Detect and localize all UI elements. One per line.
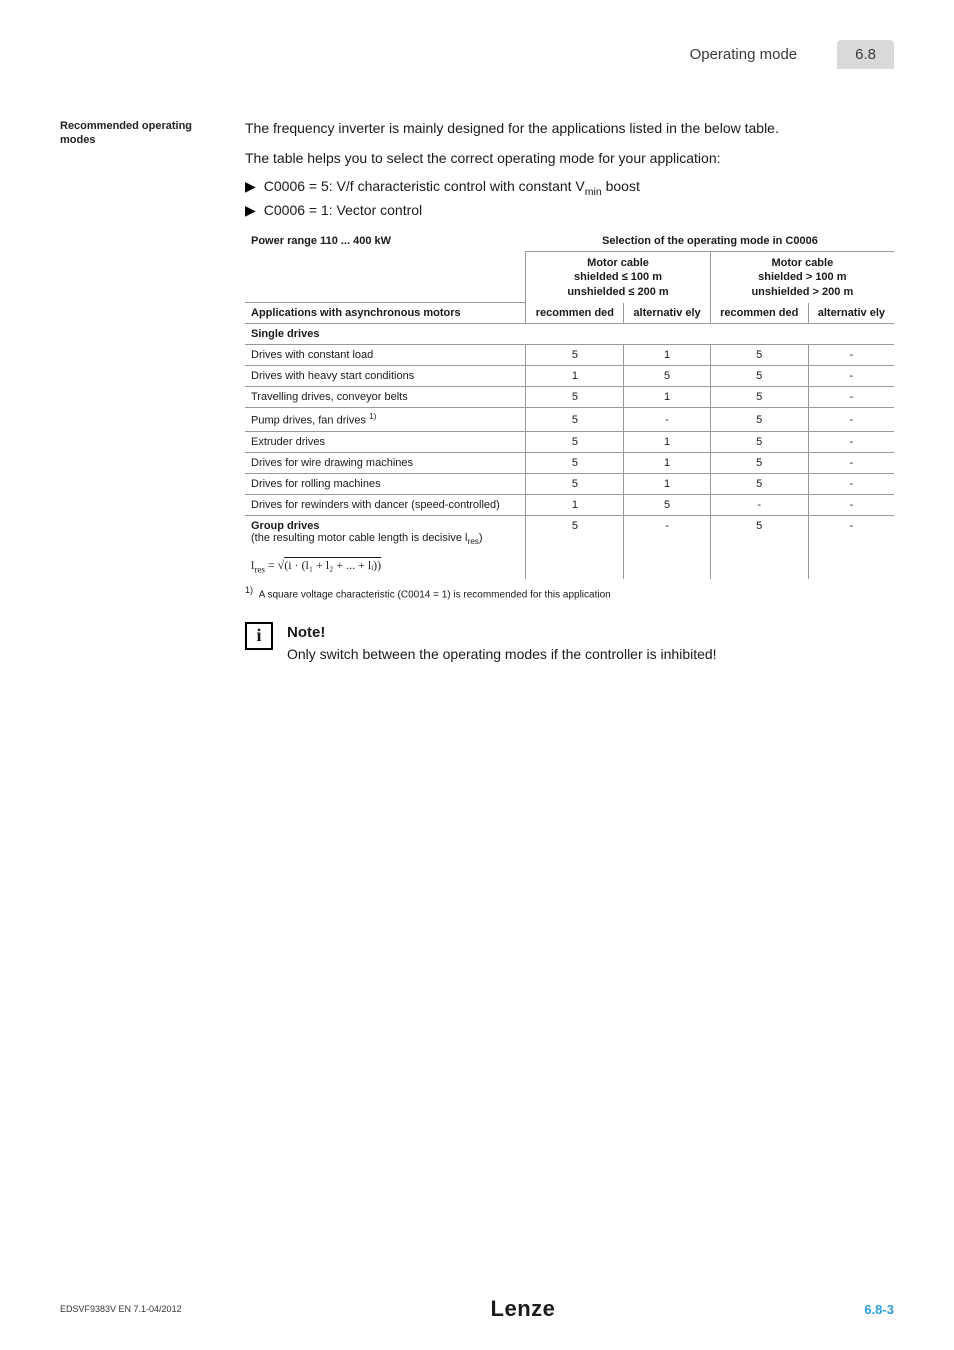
page-number: 6.8-3 <box>864 1302 894 1317</box>
power-range-label: Power range 110 ... 400 kW <box>251 235 391 247</box>
selection-label: Selection of the operating mode in C0006 <box>526 231 894 252</box>
triangle-icon: ▶ <box>245 178 256 195</box>
section-single-drives: Single drives <box>245 324 894 345</box>
table-row-group-drives: Group drives (the resulting motor cable … <box>245 516 894 579</box>
note-body: Only switch between the operating modes … <box>287 645 717 664</box>
info-icon: i <box>245 622 273 650</box>
col-recommended-b: recommen ded <box>710 303 808 324</box>
table-row: Drives with heavy start conditions 1 5 5… <box>245 366 894 387</box>
bullet-2: ▶ C0006 = 1: Vector control <box>245 202 894 219</box>
apps-label: Applications with asynchronous motors <box>245 303 526 324</box>
header-section-pill: 6.8 <box>837 40 894 69</box>
intro-paragraph-1: The frequency inverter is mainly designe… <box>245 119 894 139</box>
bullet-1: ▶ C0006 = 5: V/f characteristic control … <box>245 178 894 198</box>
table-row: Extruder drives 5 1 5 - <box>245 432 894 453</box>
table-row: Drives with constant load 5 1 5 - <box>245 345 894 366</box>
col-alternatively-a: alternativ ely <box>624 303 710 324</box>
header-title: Operating mode <box>690 46 798 63</box>
table-row: Travelling drives, conveyor belts 5 1 5 … <box>245 387 894 408</box>
intro-paragraph-2: The table helps you to select the correc… <box>245 149 894 169</box>
table-row: Drives for rolling machines 5 1 5 - <box>245 474 894 495</box>
triangle-icon: ▶ <box>245 202 256 219</box>
header-bar: Operating mode 6.8 <box>60 40 894 69</box>
table-row: Drives for wire drawing machines 5 1 5 - <box>245 453 894 474</box>
bullet-1-text: C0006 = 5: V/f characteristic control wi… <box>264 178 640 198</box>
lenze-logo: Lenze <box>491 1296 556 1322</box>
document-id: EDSVF9383V EN 7.1-04/2012 <box>60 1304 182 1314</box>
sidebar-heading: Recommended operating modes <box>60 119 215 148</box>
bullet-2-text: C0006 = 1: Vector control <box>264 202 422 218</box>
cable-group-a: Motor cable shielded ≤ 100 m unshielded … <box>526 251 710 302</box>
operating-mode-table: Power range 110 ... 400 kW Selection of … <box>245 231 894 579</box>
table-row: Pump drives, fan drives 1) 5 - 5 - <box>245 408 894 432</box>
group-drives-formula: lres = √(i · (l₁ + l₂ + ... + lᵢ)) <box>251 558 381 572</box>
cable-group-b: Motor cable shielded > 100 m unshielded … <box>710 251 894 302</box>
note-title: Note! <box>287 624 717 641</box>
table-row: Drives for rewinders with dancer (speed-… <box>245 495 894 516</box>
col-alternatively-b: alternativ ely <box>808 303 894 324</box>
page-footer: EDSVF9383V EN 7.1-04/2012 Lenze 6.8-3 <box>60 1296 894 1322</box>
note-block: i Note! Only switch between the operatin… <box>245 622 894 664</box>
footnote: 1) A square voltage characteristic (C001… <box>245 585 894 600</box>
col-recommended-a: recommen ded <box>526 303 624 324</box>
